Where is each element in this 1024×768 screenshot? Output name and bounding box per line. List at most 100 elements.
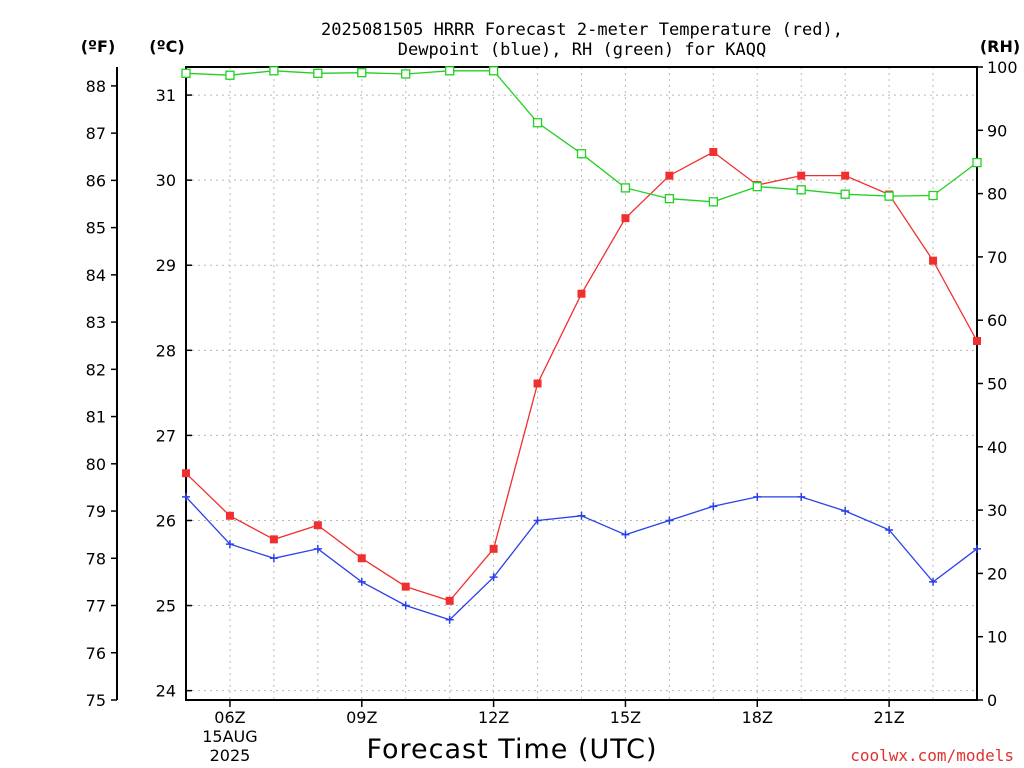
dewpoint-series (182, 492, 981, 624)
time-tick-label: 18Z (742, 708, 773, 727)
rh-point (445, 66, 455, 76)
fahrenheit-tick-label: 82 (86, 360, 106, 379)
fahrenheit-tick-label: 83 (86, 313, 106, 332)
temperature-point (269, 535, 278, 544)
rh-series (181, 66, 982, 207)
rh-point (884, 191, 894, 201)
rh-point (708, 197, 718, 207)
rh-tick-label: 60 (987, 311, 1007, 330)
rh-point (752, 181, 762, 192)
temperature-point (577, 289, 586, 298)
dewpoint-point (489, 573, 498, 582)
fahrenheit-tick-label: 86 (86, 171, 106, 190)
celsius-axis: 24 25 26 27 28 29 30 31 (156, 86, 192, 701)
temperature-point (533, 379, 542, 388)
temperature-point (313, 521, 322, 530)
rh-unit-label: (RH) (980, 37, 1020, 56)
rh-point (532, 118, 543, 128)
rh-tick-label: 70 (987, 248, 1007, 267)
celsius-tick-label: 26 (156, 511, 176, 530)
credit-text: coolwx.com/models (850, 746, 1014, 765)
rh-point (269, 66, 279, 76)
dewpoint-point (269, 554, 278, 563)
rh-point (313, 68, 323, 78)
rh-point (488, 66, 499, 76)
rh-point (401, 69, 411, 79)
fahrenheit-tick-label: 80 (86, 455, 106, 474)
fahrenheit-tick-label: 78 (86, 549, 106, 568)
temperature-point (182, 469, 190, 478)
fahrenheit-tick-label: 84 (86, 266, 106, 285)
rh-tick-label: 30 (987, 501, 1007, 520)
temperature-point (489, 544, 498, 553)
fahrenheit-tick-label: 75 (86, 691, 106, 710)
dewpoint-point (885, 525, 894, 534)
rh-point (357, 68, 367, 78)
dewpoint-point (841, 507, 850, 516)
time-tick-label: 15Z (610, 708, 641, 727)
fahrenheit-tick-label: 76 (86, 644, 106, 663)
rh-tick-label: 0 (987, 691, 997, 710)
time-tick-label: 09Z (346, 708, 377, 727)
rh-point (181, 68, 191, 78)
rh-point (840, 189, 850, 199)
celsius-unit-label: (ºC) (149, 37, 184, 56)
fahrenheit-tick-label: 81 (86, 408, 106, 427)
temperature-point (621, 214, 630, 223)
dewpoint-point (753, 492, 762, 501)
rh-tick-label: 10 (987, 628, 1007, 647)
date-label: 15AUG (202, 727, 257, 746)
fahrenheit-tick-label: 85 (86, 219, 106, 238)
temperature-line (185, 151, 978, 602)
dewpoint-point (357, 577, 366, 586)
rh-point (972, 157, 982, 168)
dewpoint-point (621, 530, 630, 539)
temperature-point (225, 511, 234, 520)
plot-frame (185, 66, 978, 701)
fahrenheit-tick-label: 79 (86, 502, 106, 521)
grid-lines (186, 67, 977, 700)
celsius-tick-label: 31 (156, 86, 176, 105)
dewpoint-point (665, 516, 674, 525)
temperature-point (709, 148, 718, 157)
rh-tick-label: 40 (987, 438, 1007, 457)
dewpoint-point (973, 544, 981, 553)
dewpoint-point (577, 511, 586, 520)
fahrenheit-unit-label: (ºF) (81, 37, 116, 56)
fahrenheit-axis: 75 76 77 78 79 80 81 82 83 84 85 86 87 88 (86, 77, 117, 710)
time-tick-label: 12Z (478, 708, 509, 727)
series-layer (181, 66, 982, 624)
rh-point (620, 183, 631, 193)
rh-tick-label: 20 (987, 564, 1007, 583)
temperature-point (445, 596, 454, 605)
celsius-tick-label: 25 (156, 597, 176, 616)
dewpoint-point (929, 577, 938, 586)
rh-tick-label: 80 (987, 185, 1007, 204)
axes (116, 66, 978, 701)
fahrenheit-tick-label: 77 (86, 597, 106, 616)
temperature-point (357, 554, 366, 563)
celsius-tick-label: 28 (156, 341, 176, 360)
rh-point (576, 149, 587, 159)
dewpoint-point (533, 516, 542, 525)
rh-point (928, 190, 938, 201)
dewpoint-point (445, 615, 454, 624)
chart-title-line2: Dewpoint (blue), RH (green) for KAQQ (398, 40, 766, 60)
dewpoint-point (797, 492, 806, 501)
temperature-point (665, 171, 674, 180)
celsius-tick-label: 27 (156, 426, 176, 445)
rh-point (796, 185, 806, 195)
time-tick-label: 06Z (214, 708, 245, 727)
chart-title-line1: 2025081505 HRRR Forecast 2-meter Tempera… (321, 20, 843, 40)
fahrenheit-tick-label: 88 (86, 77, 106, 96)
dewpoint-point (709, 502, 718, 511)
rh-point (664, 194, 675, 204)
time-tick-label: 21Z (873, 708, 904, 727)
fahrenheit-tick-label: 87 (86, 124, 106, 143)
year-label: 2025 (210, 746, 251, 765)
dewpoint-point (313, 544, 322, 553)
temperature-point (973, 336, 981, 345)
dewpoint-point (182, 492, 190, 501)
